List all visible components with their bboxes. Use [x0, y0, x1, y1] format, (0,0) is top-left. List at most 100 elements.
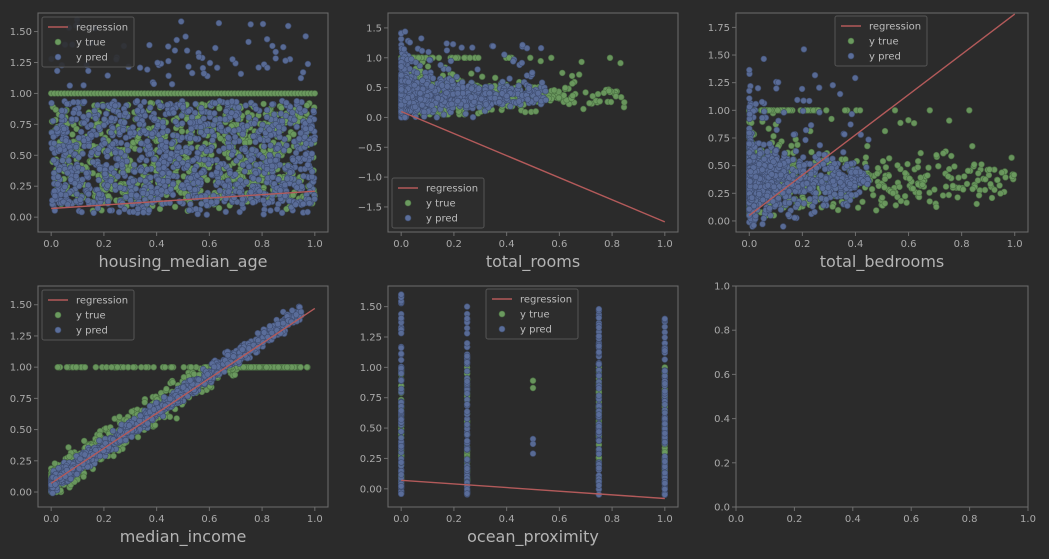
scatter-point-y-true [910, 119, 918, 127]
scatter-point-y-true [578, 58, 585, 66]
scatter-point-y-pred [130, 208, 137, 216]
scatter-point-y-pred [417, 95, 424, 103]
x-tick-label: 0.4 [848, 239, 864, 250]
scatter-point-y-true [975, 170, 982, 177]
scatter-point-y-pred [79, 176, 86, 183]
scatter-point-y-true [204, 176, 211, 184]
scatter-point-y-true [859, 198, 866, 206]
scatter-point-y-pred [144, 138, 151, 145]
scatter-point-y-pred [247, 156, 254, 164]
scatter-point-y-pred [239, 130, 247, 138]
scatter-point-y-true [988, 194, 996, 202]
scatter-point-y-pred [104, 198, 112, 205]
scatter-point-y-pred [183, 148, 190, 155]
scatter-point-y-pred [447, 57, 455, 65]
scatter-point-y-pred [187, 119, 194, 126]
scatter-point-y-pred [515, 98, 523, 105]
scatter-point-y-pred [121, 119, 128, 126]
scatter-point-y-pred [187, 201, 194, 208]
scatter-point-y-pred [443, 47, 451, 54]
legend-y-true-label: y true [426, 199, 456, 210]
scatter-point-y-pred [260, 143, 268, 150]
scatter-point-y-pred [173, 160, 180, 168]
scatter-point-y-pred [200, 70, 208, 77]
scatter-point-y-pred [179, 182, 186, 189]
scatter-point-y-pred [232, 171, 239, 178]
scatter-point-y-true [994, 176, 1001, 184]
scatter-point-y-pred [266, 152, 273, 159]
scatter-point-y-pred [489, 42, 497, 50]
scatter-point-y-pred [225, 134, 232, 141]
scatter-point-y-pred [211, 116, 219, 124]
series-y-pred [746, 46, 872, 230]
scatter-point-y-pred [304, 60, 312, 68]
scatter-point-y-pred [463, 102, 470, 110]
scatter-point-y-pred [108, 114, 115, 122]
scatter-point-y-pred [843, 162, 850, 170]
scatter-point-y-pred [203, 202, 211, 209]
scatter-point-y-pred [59, 157, 66, 164]
scatter-point-y-true [925, 164, 932, 171]
scatter-point-y-pred [109, 140, 117, 148]
scatter-point-y-true [580, 105, 587, 113]
scatter-point-y-pred [251, 120, 258, 127]
scatter-point-y-pred [440, 111, 447, 118]
scatter-point-y-pred [448, 77, 456, 84]
y-tick-label: 1.0 [366, 53, 382, 64]
scatter-point-y-pred [291, 116, 298, 124]
scatter-point-y-pred [162, 152, 169, 160]
scatter-point-y-true [479, 73, 486, 80]
scatter-point-y-pred [241, 146, 248, 153]
scatter-point-y-pred [406, 39, 414, 46]
scatter-point-y-pred [87, 121, 95, 129]
scatter-point-y-true [917, 174, 924, 181]
scatter-point-y-pred [95, 145, 102, 152]
scatter-point-y-pred [48, 99, 55, 107]
scatter-point-y-pred [84, 197, 92, 204]
scatter-point-y-pred [164, 101, 171, 109]
scatter-point-y-true [973, 200, 980, 208]
scatter-point-y-pred [116, 184, 124, 191]
scatter-point-y-true [586, 99, 593, 107]
scatter-point-y-pred [88, 149, 95, 156]
scatter-point-y-pred [306, 117, 313, 124]
scatter-point-y-pred [107, 177, 114, 185]
scatter-point-y-true [612, 93, 620, 100]
scatter-point-y-true [532, 108, 539, 115]
scatter-point-y-pred [836, 90, 844, 98]
scatter-point-y-pred [506, 75, 513, 82]
scatter-point-y-pred [799, 107, 807, 115]
scatter-point-y-pred [401, 28, 409, 35]
scatter-point-y-pred [448, 100, 455, 108]
scatter-point-y-pred [138, 140, 145, 147]
scatter-point-y-true [881, 200, 889, 207]
scatter-point-y-pred [247, 21, 254, 28]
scatter-point-y-pred [114, 173, 121, 180]
scatter-point-y-pred [245, 114, 253, 121]
y-tick-label: 0.00 [708, 216, 730, 227]
scatter-point-y-pred [77, 128, 85, 136]
scatter-point-y-pred [74, 164, 82, 171]
scatter-point-y-pred [80, 82, 87, 89]
scatter-point-y-pred [794, 183, 802, 191]
scatter-point-y-pred [136, 120, 143, 128]
scatter-point-y-pred [241, 168, 249, 175]
scatter-point-y-true [986, 166, 993, 173]
scatter-point-y-true [560, 92, 568, 99]
scatter-point-y-pred [411, 81, 418, 89]
scatter-point-y-pred [271, 111, 278, 118]
scatter-point-y-pred [168, 140, 175, 147]
scatter-point-y-true [881, 175, 889, 183]
scatter-point-y-pred [147, 174, 154, 181]
scatter-point-y-pred [178, 18, 185, 25]
scatter-point-y-pred [773, 85, 780, 92]
scatter-point-y-pred [77, 196, 84, 203]
scatter-point-y-pred [532, 95, 540, 103]
scatter-point-y-true [415, 54, 422, 61]
legend-y-pred-swatch [404, 214, 412, 222]
scatter-point-y-pred [302, 125, 309, 132]
scatter-point-y-pred [806, 195, 814, 203]
y-tick-label: 0.75 [10, 120, 32, 131]
x-tick-label: 0.0 [43, 239, 59, 250]
scatter-point-y-pred [221, 182, 229, 189]
